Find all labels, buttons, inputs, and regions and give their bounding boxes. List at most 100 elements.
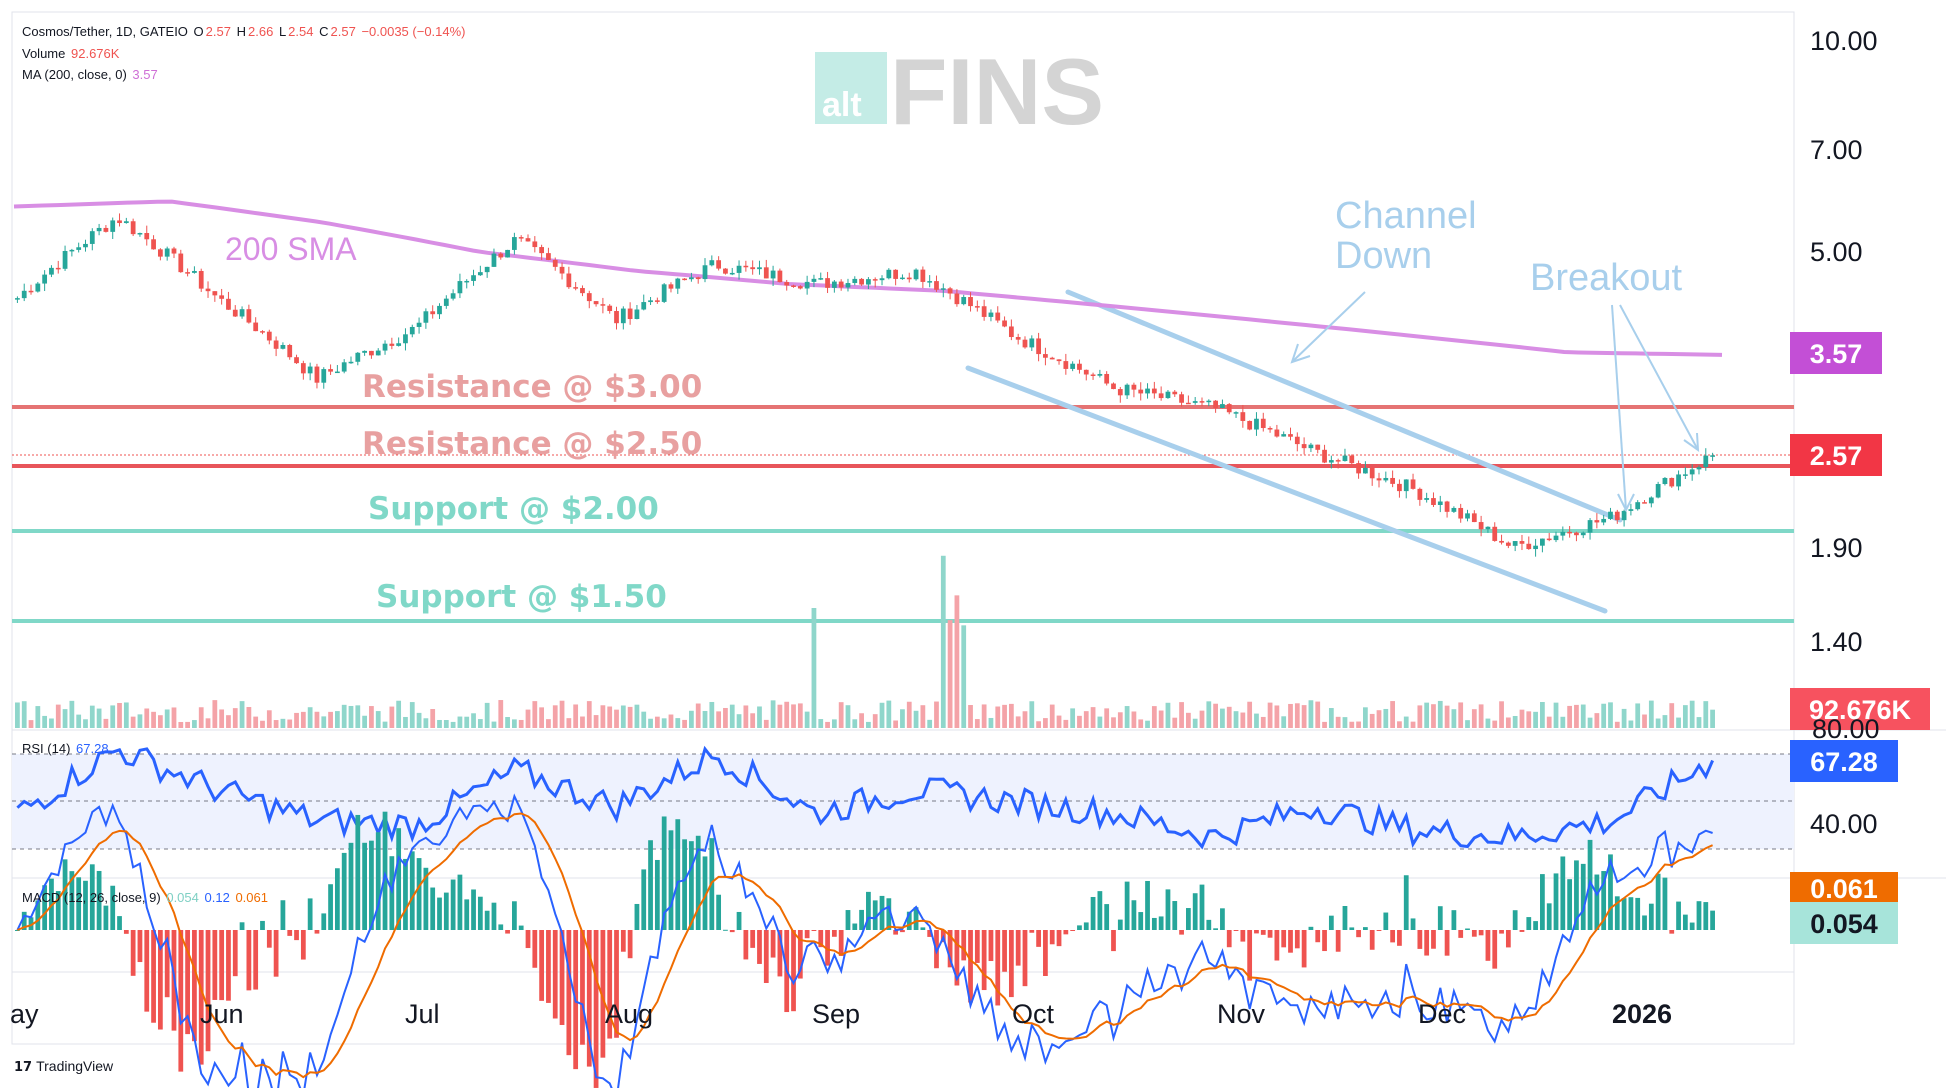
candle-body — [1437, 501, 1443, 505]
volume-bar — [334, 711, 340, 728]
rsi-legend[interactable]: RSI (14) 67.28 — [22, 741, 111, 756]
sma-price-badge: 3.57 — [1790, 332, 1882, 374]
volume-bar — [15, 702, 20, 728]
macd-hist-bar — [859, 909, 864, 930]
volume-bar — [110, 705, 116, 728]
volume-bar — [627, 706, 633, 728]
candle-body — [770, 270, 776, 279]
macd-hist-bar — [1097, 891, 1103, 930]
volume-bar — [389, 706, 395, 728]
candle-body — [443, 298, 449, 306]
volume-bar — [927, 719, 933, 728]
volume-legend[interactable]: Volume 92.676K — [22, 46, 121, 61]
volume-bar — [1553, 702, 1559, 728]
macd-hist-bar — [757, 930, 762, 964]
volume-bar — [477, 719, 483, 728]
macd-hist-bar — [1676, 901, 1681, 930]
macd-hist-bar — [838, 930, 844, 956]
macd-legend[interactable]: MACD (12, 26, close, 9) 0.054 0.12 0.061 — [22, 890, 270, 905]
volume-bar — [661, 718, 667, 728]
macd-hist-bar — [21, 911, 27, 930]
svg-text:0.054: 0.054 — [1810, 909, 1878, 939]
volume-bar — [89, 705, 95, 728]
volume-bar — [1335, 716, 1341, 728]
macd-hist-bar — [273, 930, 279, 977]
svg-text:0.061: 0.061 — [1810, 874, 1878, 904]
volume-bar — [995, 706, 1001, 728]
volume-bar — [1451, 709, 1457, 728]
candle-body — [151, 239, 156, 250]
volume-bar — [96, 708, 102, 728]
candle-body — [76, 247, 82, 250]
macd-hist-bar — [382, 811, 388, 930]
macd-hist-bar — [1642, 915, 1647, 930]
candle-body — [709, 260, 715, 266]
macd-hist-bar — [1213, 928, 1218, 930]
candle-body — [750, 267, 756, 270]
volume-bar — [341, 704, 347, 728]
macd-hist-bar — [1145, 880, 1150, 930]
volume-bar — [879, 702, 885, 728]
macd-hist-bar — [607, 930, 613, 1039]
volume-bar — [1601, 703, 1607, 728]
candle-body — [1281, 434, 1287, 437]
candle-body — [940, 288, 946, 290]
volume-bar — [906, 701, 912, 728]
candle-body — [866, 279, 871, 285]
candle-body — [654, 300, 660, 302]
ma-legend[interactable]: MA (200, close, 0) 3.57 — [22, 67, 160, 82]
price-tick-10: 10.00 — [1810, 26, 1878, 56]
candle-body — [586, 293, 592, 302]
volume-bar — [1682, 705, 1688, 728]
volume-bar — [1151, 706, 1157, 728]
macd-hist-bar — [1397, 930, 1402, 946]
volume-bar — [382, 721, 388, 728]
price-axis[interactable]: 10.00 7.00 5.00 1.90 1.40 — [1810, 26, 1878, 657]
candle-body — [1356, 463, 1361, 474]
candle-body — [1328, 460, 1334, 463]
candle-body — [192, 270, 197, 273]
candlestick-series[interactable] — [15, 213, 1715, 557]
volume-bar — [811, 608, 817, 728]
time-label-2026: 2026 — [1612, 999, 1672, 1029]
volume-bar — [273, 720, 279, 728]
macd-line-value: 0.12 — [204, 890, 230, 905]
macd-hist-bar — [1648, 903, 1654, 930]
macd-hist-bar — [872, 900, 878, 930]
macd-hist-bar — [35, 900, 41, 930]
macd-signal-line[interactable] — [17, 812, 1714, 1079]
volume-bar — [825, 721, 830, 728]
candle-body — [1540, 538, 1545, 546]
channel-lower-line[interactable] — [965, 365, 1608, 614]
candle-body — [1403, 479, 1409, 492]
macd-hist-bar — [239, 922, 245, 930]
candle-body — [886, 269, 892, 279]
candle-body — [1022, 339, 1028, 348]
macd-hist-bar — [219, 930, 225, 1001]
symbol-name: Cosmos/Tether, 1D, GATEIO — [22, 24, 188, 39]
candle-body — [573, 287, 579, 289]
macd-hist-bar — [1356, 930, 1361, 938]
volume-bar — [137, 714, 143, 728]
volume-badge: 92.676K — [1790, 688, 1930, 730]
macd-hist-bar — [1635, 897, 1641, 930]
candle-body — [1043, 354, 1048, 358]
candle-body — [974, 306, 980, 308]
volume-bar — [1383, 708, 1389, 728]
rsi-line[interactable] — [16, 745, 1714, 850]
macd-line[interactable] — [16, 793, 1713, 1088]
channel-upper-line[interactable] — [1065, 289, 1623, 523]
volume-bar — [1621, 708, 1627, 728]
macd-hist-bar — [1696, 901, 1702, 930]
time-axis[interactable]: ay Jun Jul Aug Sep Oct Nov Dec 2026 — [10, 999, 1672, 1029]
macd-hist-bar — [375, 832, 381, 930]
macd-signal-badge: 0.061 — [1790, 872, 1898, 904]
volume-bar — [1540, 701, 1545, 728]
macd-hist-bar — [403, 858, 408, 930]
volume-bar — [1642, 714, 1647, 728]
tradingview-brand[interactable]: 17 TradingView — [14, 1058, 113, 1075]
volume-bar — [1655, 718, 1661, 728]
macd-hist-bar — [157, 930, 163, 1030]
